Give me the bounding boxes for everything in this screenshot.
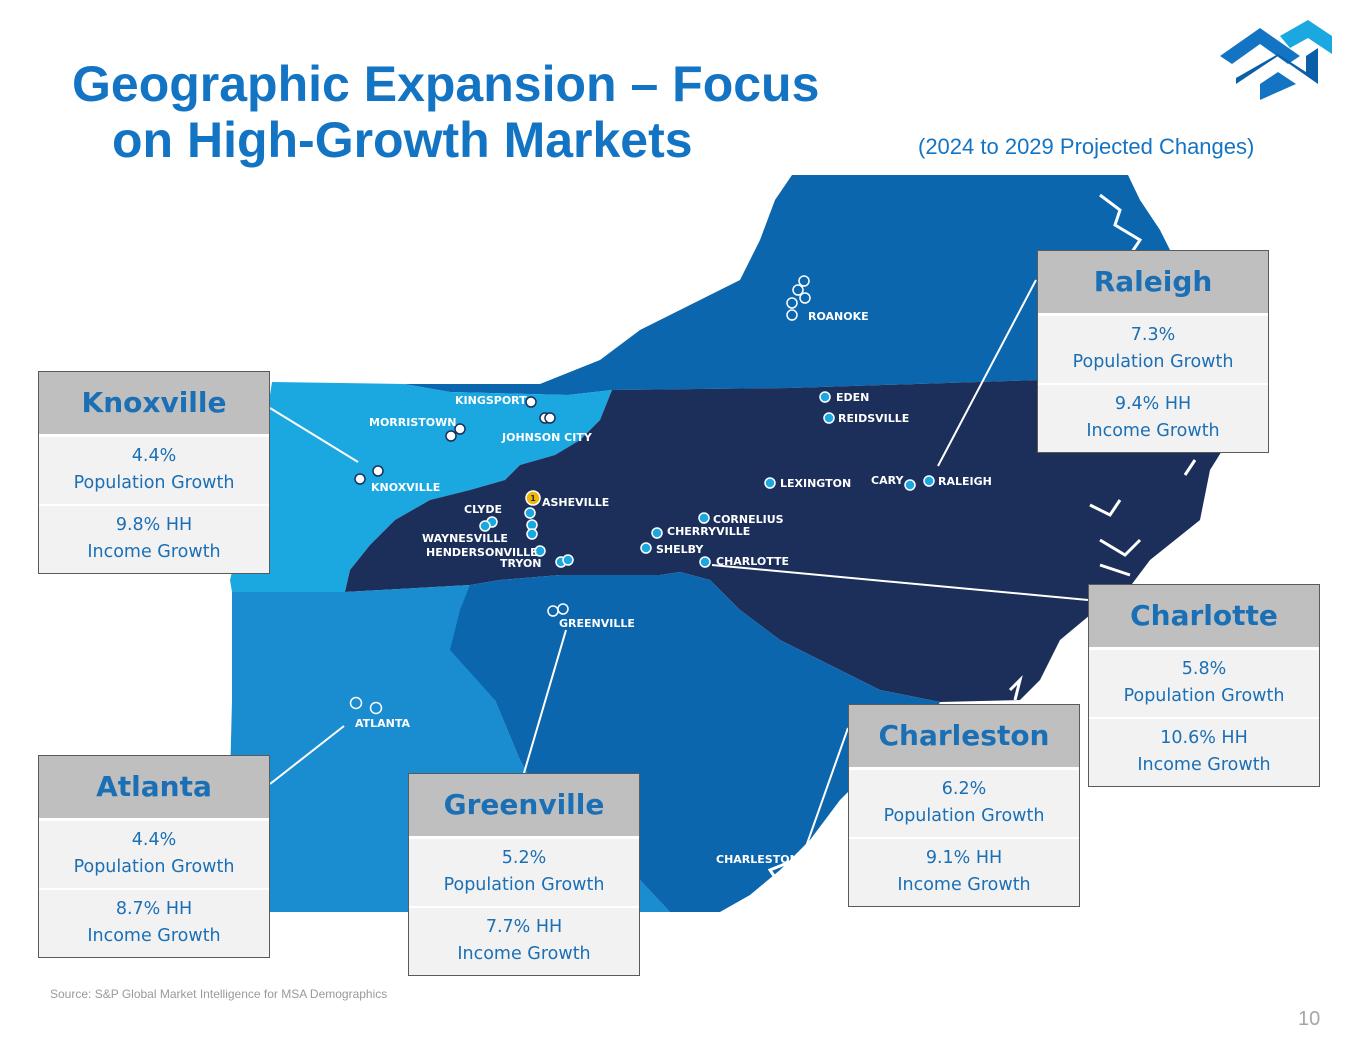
city-label-greenville: GREENVILLE [559,617,635,630]
market-card-knoxville: Knoxville 4.4% Population Growth 9.8% HH… [38,371,270,574]
nc-markers [479,391,935,568]
page-number: 10 [1298,1008,1321,1030]
city-label-atlanta: ATLANTA [355,717,411,730]
population-growth-label: Population Growth [1072,352,1234,372]
income-growth-label: Income Growth [87,542,221,562]
income-growth-value: 10.6% HH [1160,728,1248,748]
city-label-lexington: LEXINGTON [780,477,851,490]
population-growth: 5.2% Population Growth [409,839,639,906]
carolina-coast [759,675,1023,902]
population-growth: 6.2% Population Growth [849,770,1079,837]
city-label-asheville: ASHEVILLE [542,496,609,509]
company-logo [1220,20,1332,100]
city-label-waynesville: WAYNESVILLE [422,532,508,545]
income-growth-value: 8.7% HH [115,899,193,919]
market-card-greenville: Greenville 5.2% Population Growth 7.7% H… [408,773,640,976]
income-growth-value: 9.1% HH [925,848,1003,868]
income-growth-label: Income Growth [897,875,1031,895]
population-growth-value: 5.2% [501,848,547,868]
population-growth-value: 5.8% [1181,659,1227,679]
city-label-clyde: CLYDE [464,503,502,516]
income-growth: 7.7% HH Income Growth [409,906,639,975]
city-label-kingsport: KINGSPORT [455,394,527,407]
income-growth-label: Income Growth [87,926,221,946]
callout-lines [269,279,1089,859]
income-growth: 10.6% HH Income Growth [1089,717,1319,786]
population-growth-label: Population Growth [73,473,235,493]
city-label-cornelius: CORNELIUS [713,513,784,526]
income-growth-label: Income Growth [1086,421,1220,441]
population-growth-value: 6.2% [941,779,987,799]
income-growth: 8.7% HH Income Growth [39,888,269,957]
income-growth: 9.1% HH Income Growth [849,837,1079,906]
source-note: Source: S&P Global Market Intelligence f… [50,987,388,1001]
city-label-eden: EDEN [836,391,869,404]
income-growth-label: Income Growth [1137,755,1271,775]
income-growth-label: Income Growth [457,944,591,964]
city-label-charlotte: CHARLOTTE [716,555,789,568]
south-markers [349,603,803,879]
market-card-charleston: Charleston 6.2% Population Growth 9.1% H… [848,704,1080,907]
tennessee-markers [354,396,556,485]
market-card-atlanta: Atlanta 4.4% Population Growth 8.7% HH I… [38,755,270,958]
title-line-1: Geographic Expansion – Focus [72,56,820,112]
city-label-reidsville: REIDSVILLE [838,412,909,425]
city-label-cary: CARY [871,474,904,487]
chesapeake-coast [1089,193,1252,582]
city-label-knoxville: KNOXVILLE [371,481,440,494]
city-label-hendersonville: HENDERSONVILLE [426,546,538,559]
city-label-raleigh: RALEIGH [938,475,992,488]
market-card-charlotte: Charlotte 5.8% Population Growth 10.6% H… [1088,584,1320,787]
population-growth: 4.4% Population Growth [39,821,269,888]
population-growth-label: Population Growth [443,875,605,895]
city-label-shelby: SHELBY [656,543,704,556]
population-growth-value: 4.4% [131,830,177,850]
population-growth-value: 7.3% [1130,325,1176,345]
city-label-charleston: CHARLESTON [716,853,799,866]
slide-title: Geographic Expansion – Focus on High-Gro… [72,56,819,168]
title-line-2: on High-Growth Markets [112,112,693,168]
market-name: Greenville [409,774,639,839]
asheville-badge: 1 [530,494,536,503]
population-growth-label: Population Growth [883,806,1045,826]
income-growth-value: 9.4% HH [1114,394,1192,414]
asheville-headquarters-icon [525,490,541,506]
income-growth: 9.8% HH Income Growth [39,504,269,573]
income-growth: 9.4% HH Income Growth [1038,383,1268,452]
income-growth-value: 9.8% HH [115,515,193,535]
subtitle: (2024 to 2029 Projected Changes) [918,134,1255,159]
market-name: Knoxville [39,372,269,437]
city-label-johnson-city: JOHNSON CITY [501,431,593,444]
population-growth-value: 4.4% [131,446,177,466]
population-growth: 5.8% Population Growth [1089,650,1319,717]
population-growth-label: Population Growth [1123,686,1285,706]
market-card-raleigh: Raleigh 7.3% Population Growth 9.4% HH I… [1037,250,1269,453]
tennessee-region [230,382,612,592]
market-name: Atlanta [39,756,269,821]
city-label-morristown: MORRISTOWN [369,416,456,429]
city-label-cherryville: CHERRYVILLE [667,525,750,538]
market-name: Charleston [849,705,1079,770]
city-label-roanoke: ROANOKE [808,310,869,323]
income-growth-value: 7.7% HH [485,917,563,937]
north-carolina-region [345,380,1235,702]
population-growth: 7.3% Population Growth [1038,316,1268,383]
population-growth-label: Population Growth [73,857,235,877]
roanoke-markers [786,275,811,321]
virginia-region [404,175,1240,395]
city-label-tryon: TRYON [500,557,542,570]
population-growth: 4.4% Population Growth [39,437,269,504]
market-name: Raleigh [1038,251,1268,316]
market-name: Charlotte [1089,585,1319,650]
